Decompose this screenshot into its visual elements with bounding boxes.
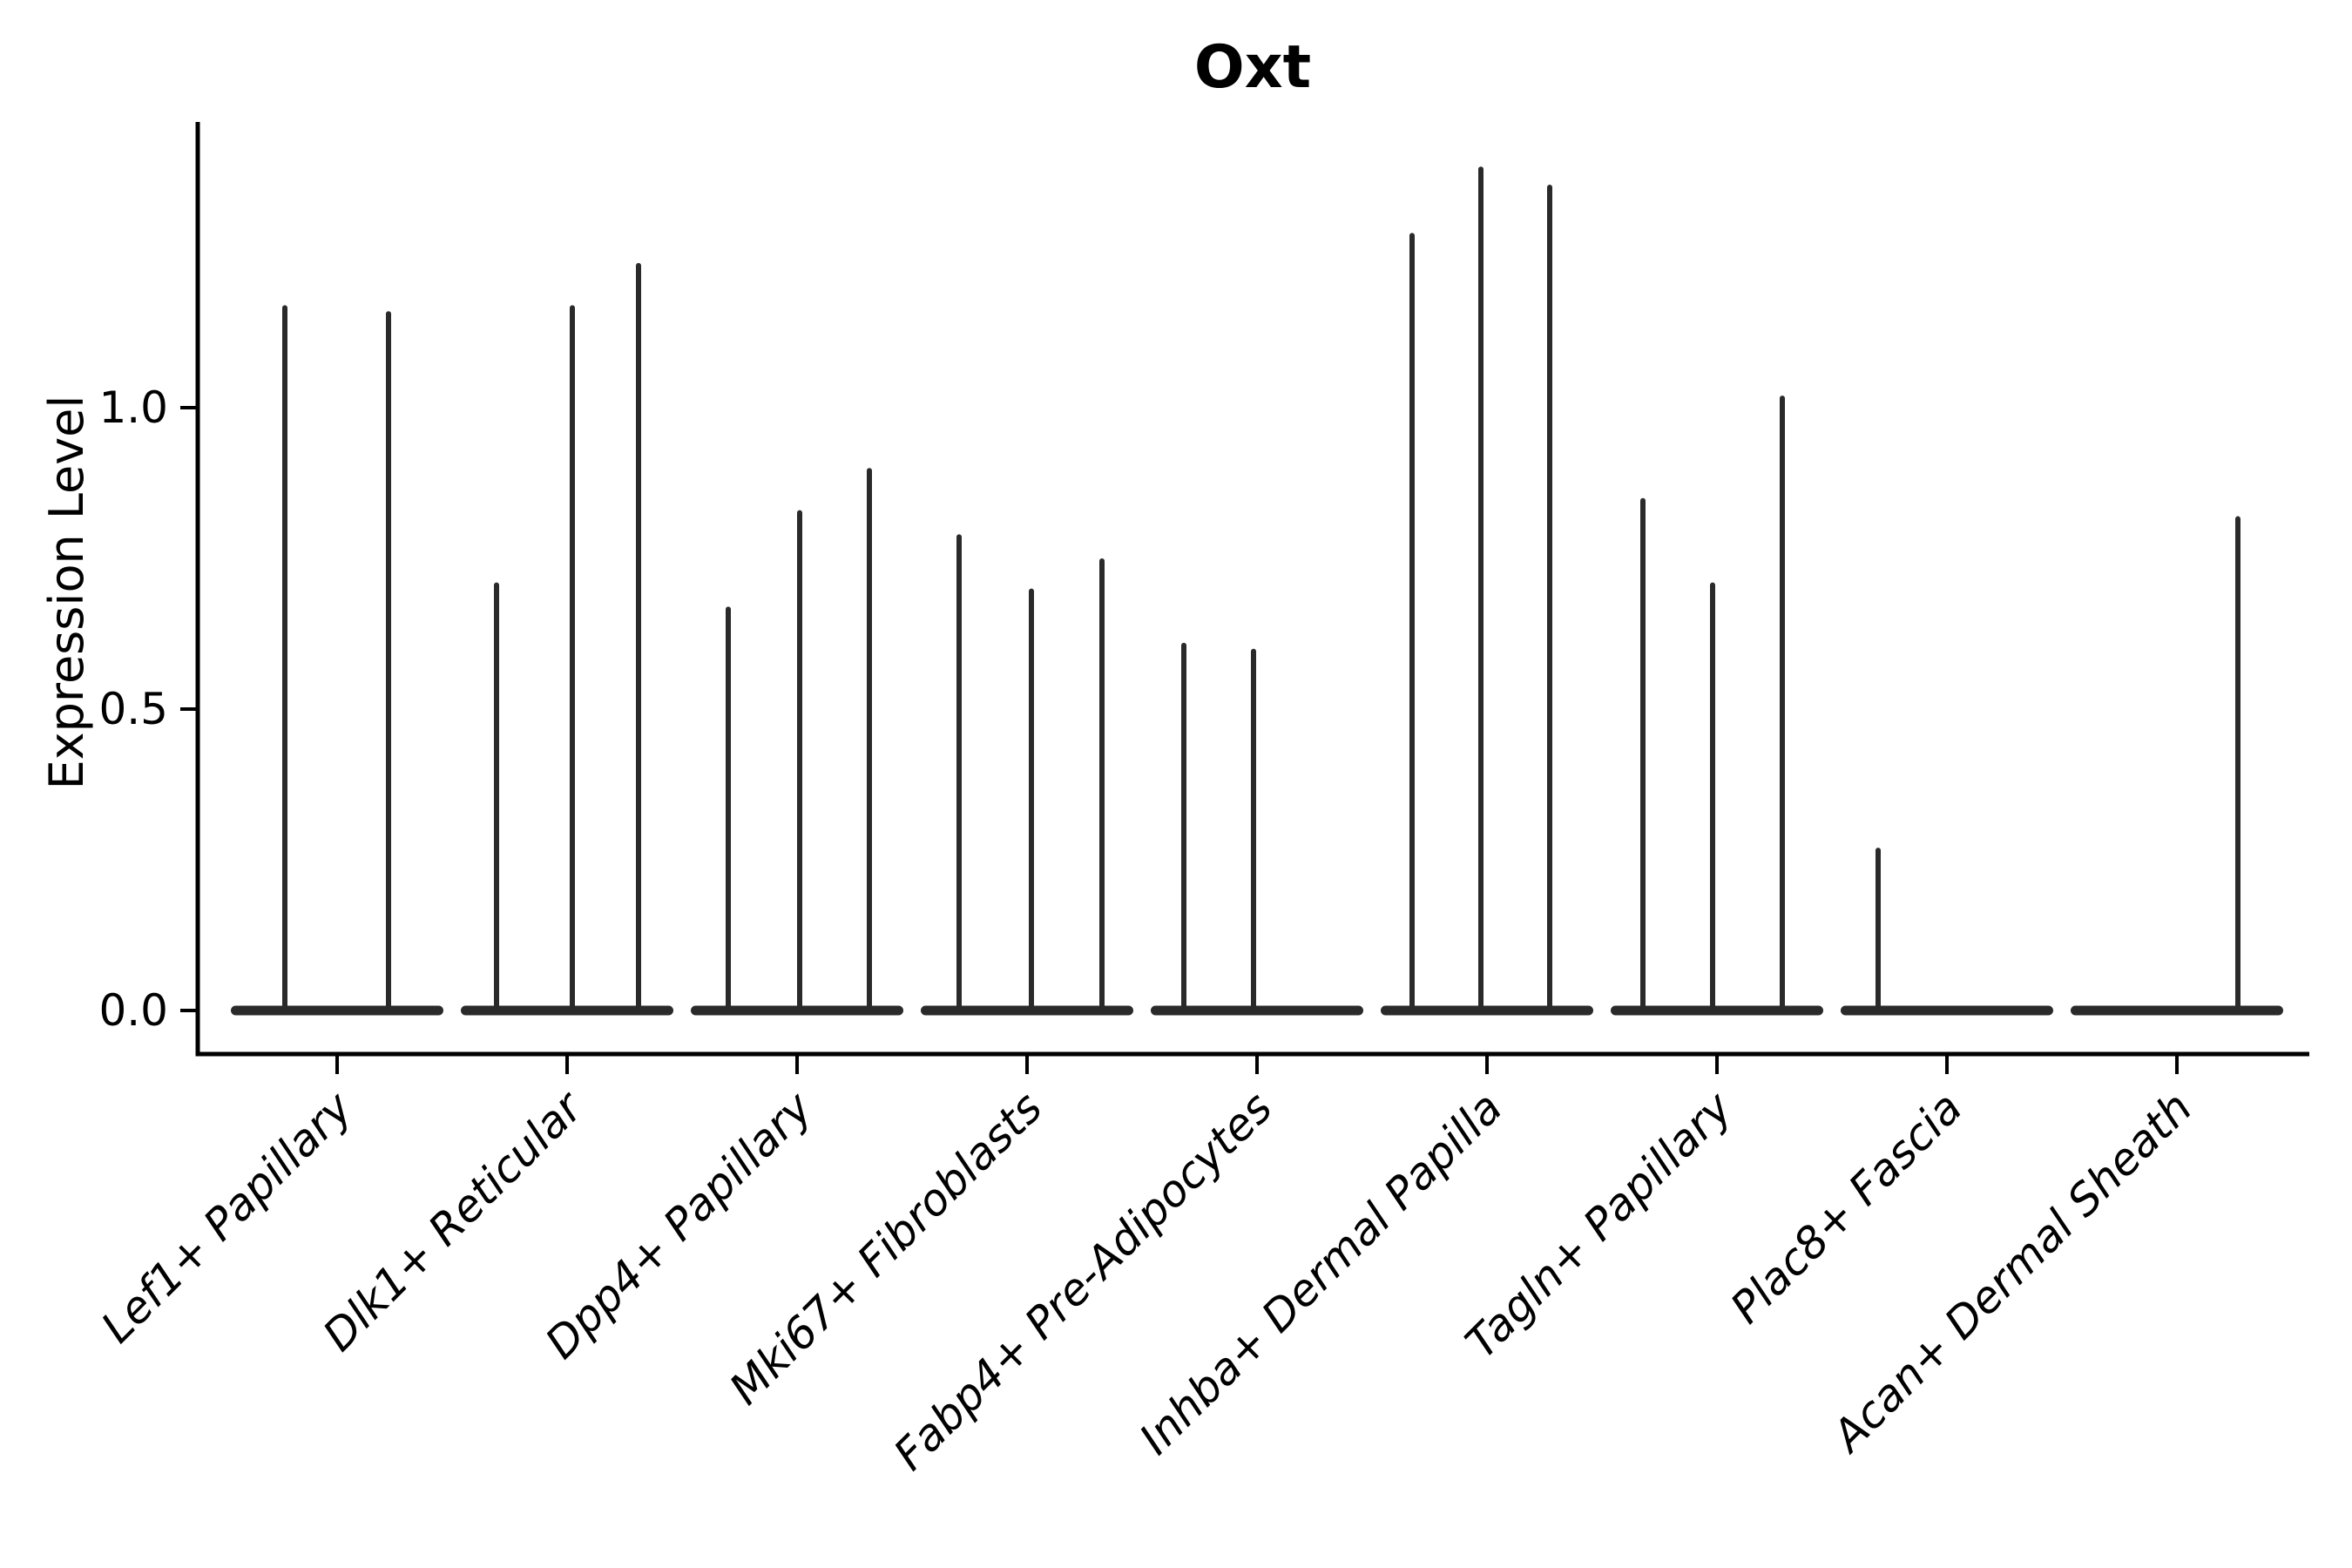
- violin-base: [921, 1005, 1133, 1016]
- violin-spike: [2235, 516, 2240, 1014]
- violins-layer: [231, 166, 2283, 1016]
- violin-spike: [282, 305, 287, 1014]
- violin-spike: [1409, 233, 1415, 1014]
- violin-spike: [1547, 184, 1552, 1014]
- violin-spike: [726, 606, 731, 1014]
- violin-base: [2071, 1005, 2283, 1016]
- violin-spike: [386, 311, 391, 1014]
- x-tick-label: Inhba+ Dermal Papilla: [1130, 1082, 1511, 1463]
- violin-spike: [1181, 642, 1186, 1014]
- x-tick-label: Lef1+ Papillary: [91, 1081, 362, 1352]
- violin-base: [1611, 1005, 1823, 1016]
- plot-title: Oxt: [1194, 33, 1311, 102]
- violin-spike: [1478, 166, 1484, 1014]
- violin-spike: [1876, 848, 1881, 1014]
- y-tick-label: 0.5: [98, 684, 168, 734]
- violin-spike: [636, 262, 641, 1014]
- violin-base: [1841, 1005, 2053, 1016]
- violin-spike: [570, 305, 575, 1014]
- y-tick-label: 1.0: [98, 382, 168, 433]
- violin-spike: [956, 534, 962, 1014]
- y-tick-label: 0.0: [98, 985, 168, 1036]
- violin-spike: [1099, 558, 1105, 1014]
- violin-spike: [1640, 497, 1646, 1014]
- violin-spike: [797, 510, 802, 1014]
- violin-spike: [1251, 648, 1256, 1014]
- violin-spike: [1780, 395, 1785, 1014]
- x-tick-label: Plac8+ Fascia: [1721, 1082, 1972, 1333]
- violin-spike: [494, 582, 499, 1014]
- violin-spike: [867, 468, 872, 1014]
- violin-base: [231, 1005, 443, 1016]
- violin-spike: [1029, 588, 1034, 1014]
- violin-spike: [1710, 582, 1715, 1014]
- y-axis-label: Expression Level: [39, 395, 94, 790]
- violin-base: [1381, 1005, 1593, 1016]
- violin-base: [461, 1005, 673, 1016]
- violin-base: [1151, 1005, 1363, 1016]
- x-tick-label: Fabp4+ Pre-Adipocytes: [884, 1082, 1282, 1480]
